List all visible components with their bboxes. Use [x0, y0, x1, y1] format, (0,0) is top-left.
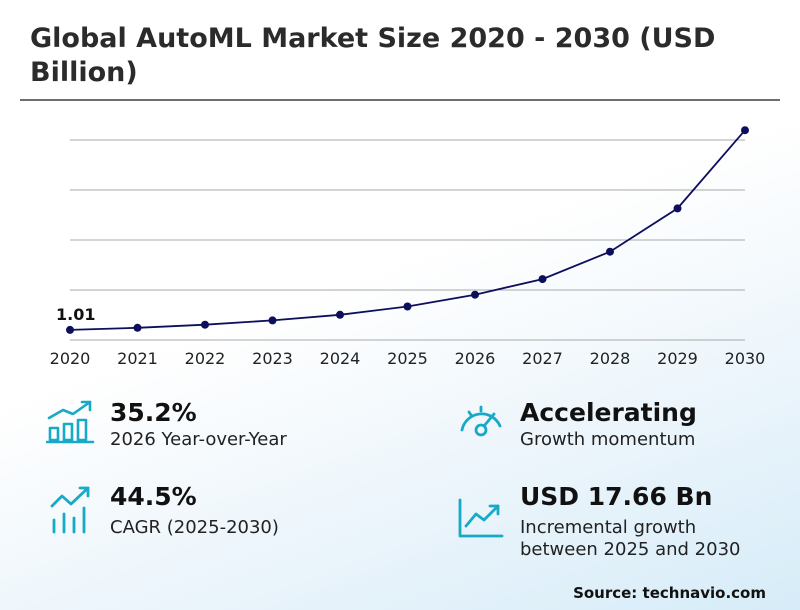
- data-point: [133, 323, 142, 332]
- x-tick-label: 2024: [320, 349, 361, 368]
- stat-momentum-value: Accelerating: [520, 398, 697, 427]
- x-tick-label: 2023: [252, 349, 293, 368]
- x-tick-label: 2020: [50, 349, 91, 368]
- bar-chart-up-icon: [46, 400, 95, 444]
- data-point: [606, 247, 614, 256]
- stat-cagr-value: 44.5%: [110, 482, 197, 511]
- bar-trend-icon: [50, 486, 90, 534]
- line-trend-icon: [458, 498, 504, 538]
- data-label: 1.01: [56, 305, 95, 324]
- stat-cagr-caption: CAGR (2025-2030): [110, 517, 279, 538]
- stat-incremental-value: USD 17.66 Bn: [520, 482, 713, 511]
- data-point: [66, 325, 74, 334]
- line-chart: 2020 2021 2022 2023 2024 2025 2026 2027 2028 2029…: [50, 126, 766, 368]
- x-tick-label: 2026: [455, 349, 496, 368]
- data-point: [336, 310, 344, 319]
- stat-incremental-caption-2: between 2025 and 2030: [520, 539, 741, 560]
- stat-yoy: 35.2% 2026 Year-over-Year: [46, 398, 376, 458]
- x-tick-label: 2030: [725, 349, 766, 368]
- series-line: [69, 129, 746, 331]
- chart-title: Global AutoML Market Size 2020 - 2030 (U…: [30, 23, 716, 88]
- x-tick-label: 2022: [185, 349, 226, 368]
- gauge-icon: [460, 405, 502, 437]
- source-credit: Source: technavio.com: [573, 584, 766, 602]
- data-point: [201, 320, 209, 329]
- stat-incremental: USD 17.66 Bn Incremental growth between …: [456, 482, 786, 566]
- stat-yoy-value: 35.2%: [110, 398, 197, 427]
- stat-momentum-caption: Growth momentum: [520, 429, 696, 450]
- data-point: [268, 316, 277, 325]
- x-tick-label: 2029: [657, 349, 698, 368]
- stat-incremental-caption-1: Incremental growth: [520, 517, 697, 538]
- stat-yoy-caption: 2026 Year-over-Year: [110, 429, 287, 450]
- x-tick-label: 2021: [117, 349, 158, 368]
- x-tick-label: 2025: [387, 349, 428, 368]
- x-tick-label: 2028: [590, 349, 631, 368]
- data-point: [538, 275, 547, 284]
- data-point: [673, 204, 682, 213]
- data-point: [741, 126, 749, 135]
- stat-cagr: 44.5% CAGR (2025-2030): [46, 482, 376, 542]
- title-divider: [20, 99, 780, 101]
- stat-momentum: Accelerating Growth momentum: [456, 398, 786, 458]
- x-tick-label: 2027: [522, 349, 563, 368]
- data-point: [471, 290, 479, 299]
- data-point: [403, 302, 412, 311]
